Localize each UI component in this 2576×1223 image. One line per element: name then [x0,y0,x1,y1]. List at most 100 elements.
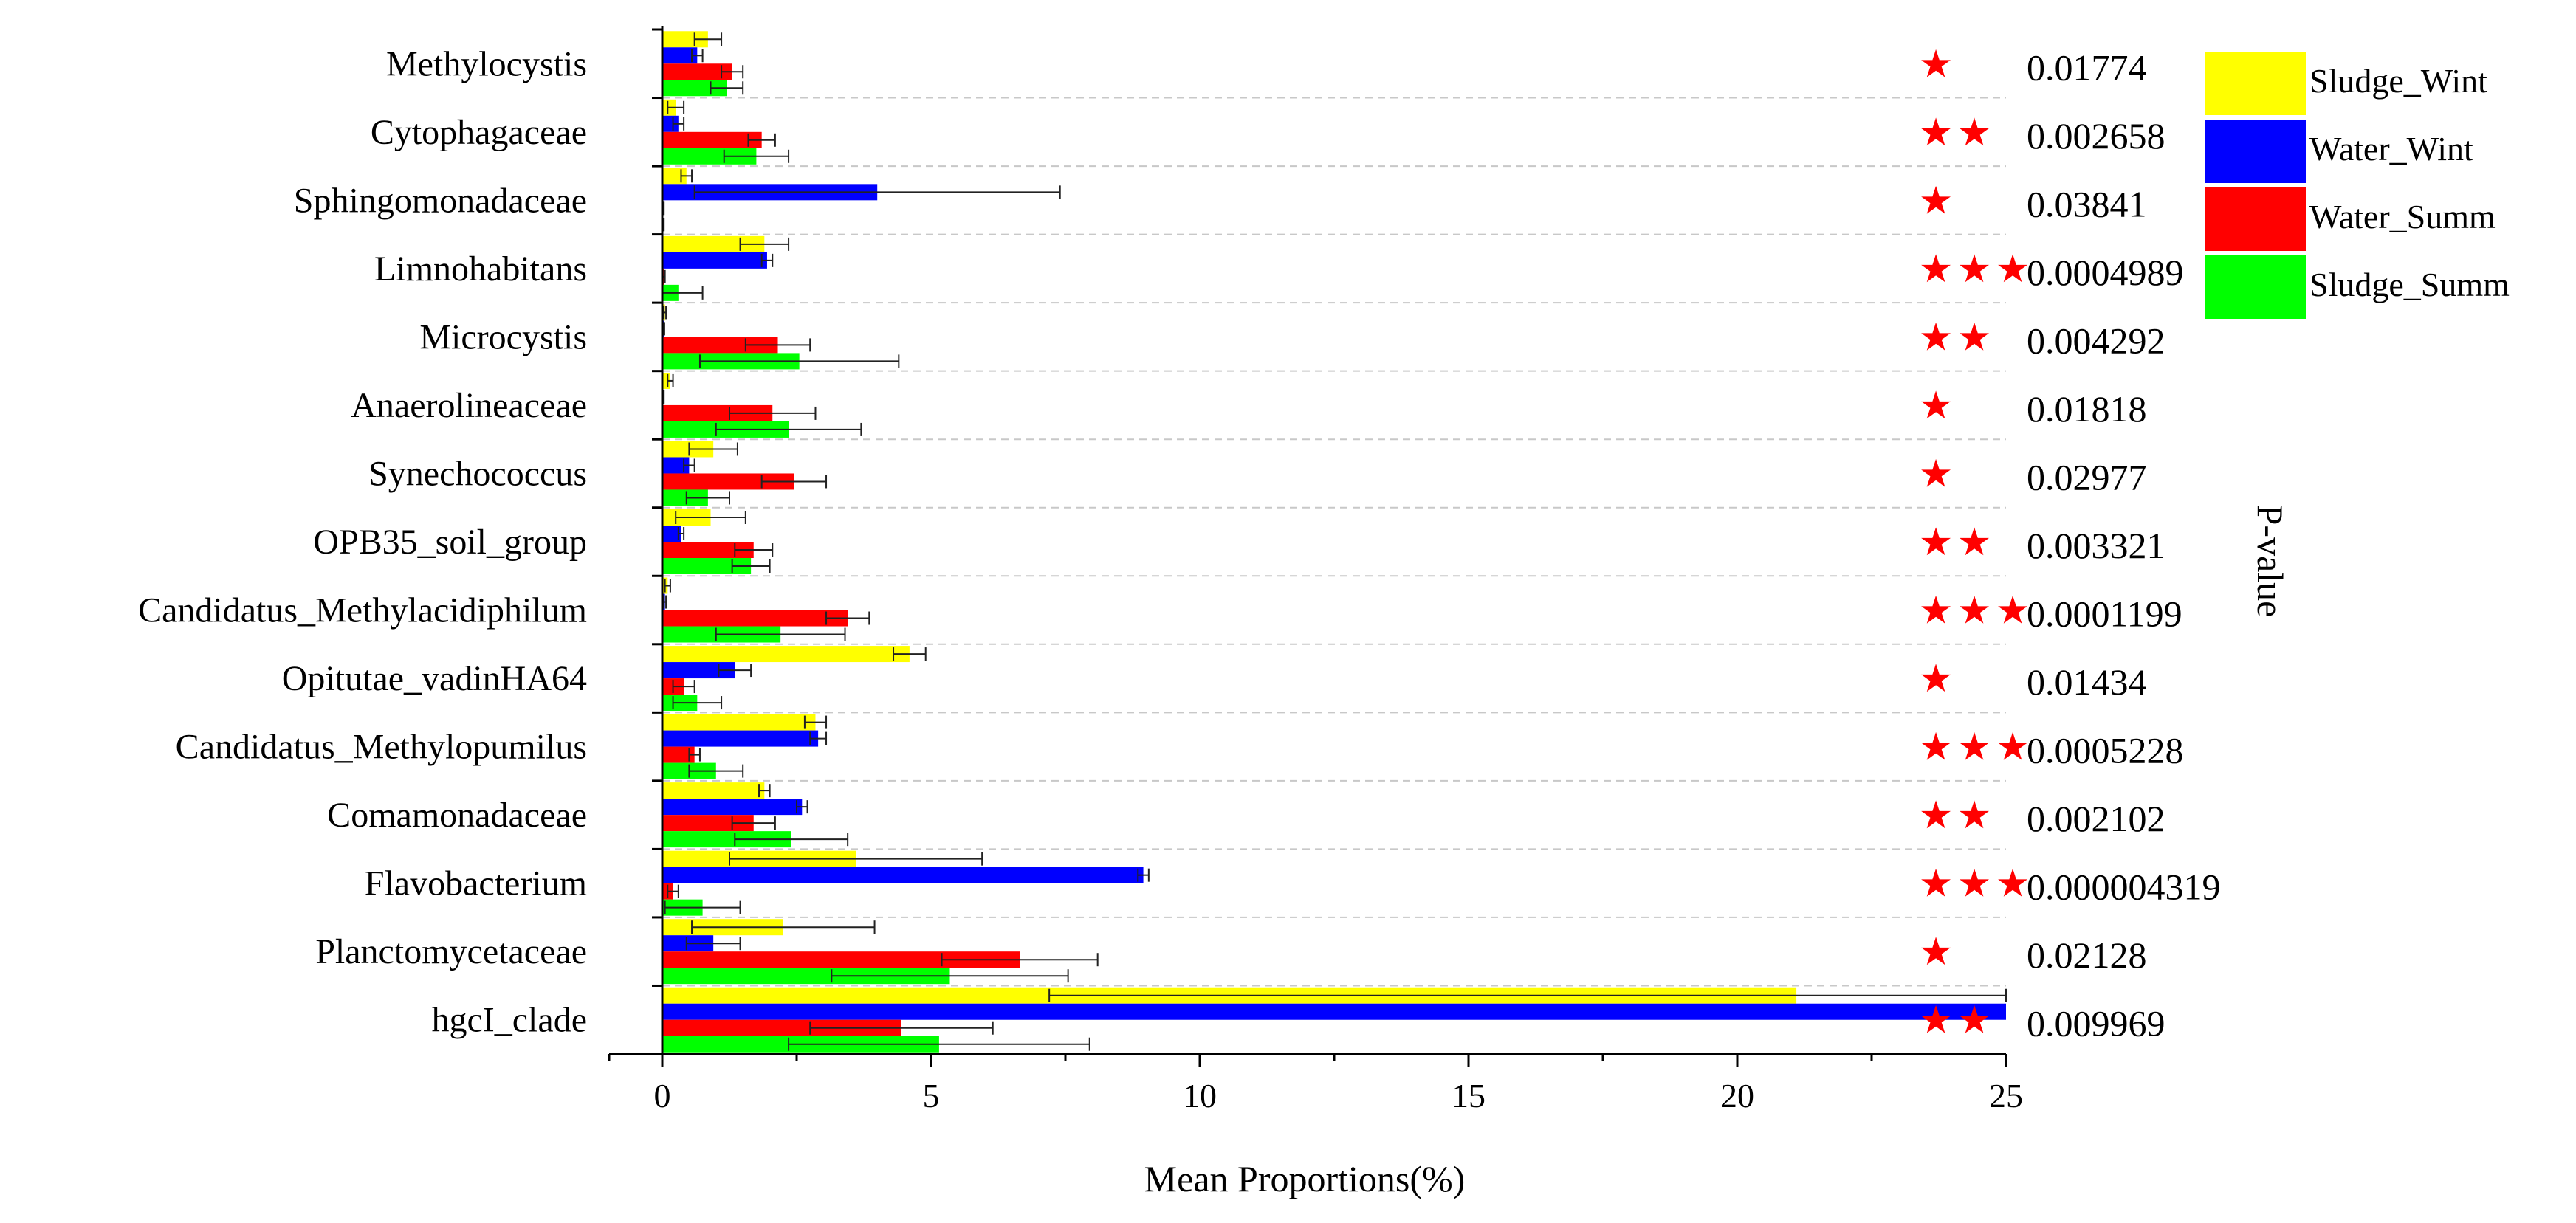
bar-water-wint [662,730,819,747]
significance-star: ★ [1919,999,1954,1043]
significance-star: ★ [1919,930,1954,974]
p-value-label: 0.02128 [2027,934,2147,976]
significance-star: ★ [1957,726,1992,770]
category-label: Synechococcus [368,454,587,493]
significance-star: ★ [1957,589,1992,633]
category-label: Methylocystis [386,44,587,83]
category-label: Planctomycetaceae [315,932,587,971]
significance-star: ★ [1957,999,1992,1043]
bar-sludge-wint [662,235,765,252]
x-tick-label: 10 [1183,1077,1217,1115]
bar-water-wint [662,662,735,679]
bar-water-wint [662,457,690,474]
bar-water-wint [662,867,1144,883]
significance-star: ★ [1919,520,1954,565]
bar-water-summ [662,337,778,354]
bar-water-summ [662,815,754,832]
p-value-label: 0.01774 [2027,46,2147,88]
category-label: Limnohabitans [374,249,587,289]
significance-star: ★ [1919,315,1954,359]
significance-star: ★ [1919,247,1954,292]
p-value-label: 0.02977 [2027,456,2147,497]
category-label: Candidatus_Methylacidiphilum [138,591,587,630]
significance-star: ★ [1957,862,1992,906]
bar-water-summ [662,542,754,558]
legend-label: Water_Wint [2309,130,2473,168]
significance-star: ★ [1919,589,1954,633]
significance-star: ★ [1957,111,1992,155]
significance-star: ★ [1996,862,2030,906]
significance-star: ★ [1919,862,1954,906]
x-axis-title: Mean Proportions(%) [1144,1158,1466,1199]
bar-water-wint [662,1003,2006,1020]
p-value-label: 0.002658 [2027,115,2165,156]
significance-star: ★ [1957,520,1992,565]
p-value-axis-title: P-value [2250,505,2291,618]
significance-star: ★ [1919,657,1954,701]
significance-star: ★ [1996,247,2030,292]
legend-swatch [2205,255,2306,319]
bar-sludge-wint [662,646,910,663]
bar-sludge-wint [662,31,708,48]
p-value-label: 0.01434 [2027,661,2147,703]
bar-water-wint [662,526,681,542]
p-value-label: 0.03841 [2027,183,2147,224]
bar-water-wint [662,47,698,64]
bar-water-wint [662,252,767,269]
x-tick-label: 15 [1452,1077,1486,1115]
p-value-label: 0.009969 [2027,1003,2165,1044]
p-value-label: 0.0001199 [2027,593,2182,635]
category-label: Cytophagaceae [371,113,587,152]
category-label: Comamonadaceae [327,796,587,835]
legend-swatch [2205,120,2306,183]
x-tick-label: 25 [1989,1077,2023,1115]
p-value-label: 0.000004319 [2027,867,2221,908]
bar-water-summ [662,746,695,763]
bars-layer [662,31,2007,1053]
x-tick-label: 5 [923,1077,940,1115]
x-tick-label: 20 [1720,1077,1754,1115]
bar-water-summ [662,1019,901,1036]
bar-water-summ [662,404,773,421]
bar-sludge-wint [662,782,765,799]
category-label: OPB35_soil_group [313,523,587,562]
significance-star: ★ [1919,384,1954,428]
bar-water-summ [662,951,1020,968]
significance-star: ★ [1919,111,1954,155]
bar-sludge-wint [662,714,816,731]
category-label: hgcI_clade [431,1001,587,1040]
p-value-label: 0.002102 [2027,798,2165,839]
axis-layer: 0 5 10 15 20 25 [608,26,2023,1115]
bar-sludge-summ [662,558,752,574]
legend-label: Water_Summ [2309,198,2496,235]
significance-star: ★ [1996,726,2030,770]
p-value-label: 0.004292 [2027,320,2165,361]
bar-sludge-summ [662,968,950,985]
significance-star: ★ [1919,42,1954,86]
significance-star: ★ [1957,793,1992,838]
category-label: Flavobacterium [365,864,587,903]
p-value-label: 0.01818 [2027,388,2147,430]
grid-layer [662,97,2006,987]
p-value-label: 0.003321 [2027,525,2165,566]
category-label: Microcystis [419,317,587,356]
legend-label: Sludge_Wint [2309,62,2487,100]
significance-star: ★ [1919,452,1954,496]
category-label: Anaerolineaceae [351,386,587,425]
x-tick-label: 0 [654,1077,671,1115]
category-label: Opitutae_vadinHA64 [282,659,587,698]
legend-swatch [2205,187,2306,251]
bar-water-wint [662,115,679,132]
legend-label: Sludge_Summ [2309,266,2510,303]
bar-sludge-summ [662,831,791,848]
bar-sludge-wint [662,372,670,389]
significance-star: ★ [1957,315,1992,359]
significance-star: ★ [1919,179,1954,223]
legend: Sludge_Wint Water_Wint Water_Summ Sludge_Su… [2205,52,2510,319]
category-label: Sphingomonadaceae [294,181,587,220]
bar-sludge-wint [662,441,714,458]
legend-swatch [2205,52,2306,115]
significance-star: ★ [1919,726,1954,770]
